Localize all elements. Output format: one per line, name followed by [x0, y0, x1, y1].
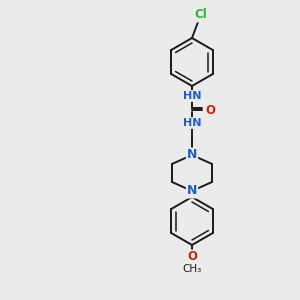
Text: N: N	[187, 184, 197, 197]
Text: HN: HN	[183, 118, 201, 128]
Text: O: O	[187, 250, 197, 263]
Text: HN: HN	[183, 91, 201, 101]
Text: N: N	[187, 148, 197, 161]
Text: Cl: Cl	[195, 8, 207, 22]
Text: CH₃: CH₃	[182, 264, 202, 274]
Text: O: O	[205, 103, 215, 116]
